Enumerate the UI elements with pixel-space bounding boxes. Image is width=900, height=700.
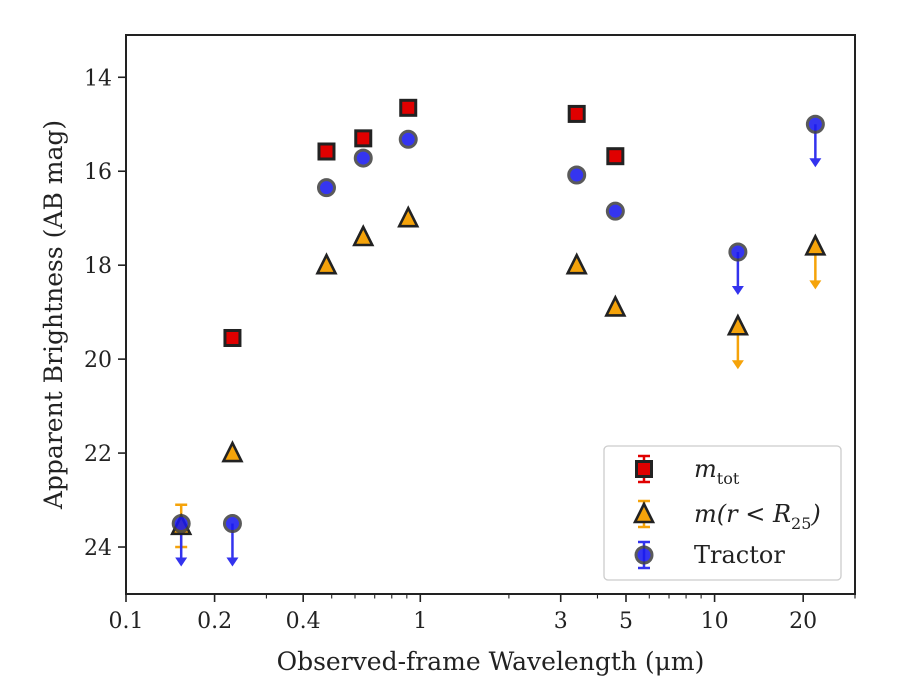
data-point-square	[399, 98, 418, 117]
data-point-circle	[567, 165, 587, 185]
legend-label: m(r < R25)	[694, 500, 821, 533]
data-point-circle	[316, 178, 336, 198]
axes: 0.1 0.2 0.4 1 3 5 10 20 14 16 18 20 22 24	[84, 34, 856, 634]
data-point-circle	[353, 148, 373, 168]
plot-frame	[125, 34, 856, 595]
x-tick-label: 0.1	[109, 609, 144, 634]
legend-label: mtot	[694, 455, 740, 488]
upper-limit-arrowhead	[809, 158, 822, 168]
data-point-triangle	[352, 224, 375, 247]
y-tick-label: 16	[84, 160, 112, 185]
y-tick-label: 24	[84, 536, 112, 561]
legend-marker-circle	[634, 545, 654, 565]
data-point-triangle	[397, 205, 420, 228]
data-point-circle	[398, 129, 418, 149]
data-point-triangle	[804, 233, 827, 256]
data-marks	[170, 98, 827, 567]
legend-box	[603, 445, 842, 581]
upper-limit-arrowhead	[731, 360, 744, 370]
data-point-triangle	[726, 313, 749, 336]
data-point-circle	[605, 201, 625, 221]
x-tick-label: 20	[789, 609, 817, 634]
data-point-square	[354, 129, 373, 148]
legend-marker-square	[635, 460, 653, 478]
y-tick-label: 20	[84, 348, 112, 373]
y-tick-label: 22	[84, 442, 112, 467]
data-point-circle	[171, 514, 191, 534]
x-tick-label: 5	[619, 609, 633, 634]
x-tick-label: 0.2	[197, 609, 232, 634]
legend-label: Tractor	[694, 541, 785, 569]
data-point-square	[223, 328, 242, 347]
y-tick-label: 18	[84, 254, 112, 279]
data-point-circle	[728, 242, 748, 262]
upper-limit-arrowhead	[809, 280, 822, 290]
data-point-triangle	[565, 252, 588, 275]
data-point-square	[606, 147, 625, 166]
data-point-circle	[805, 114, 825, 134]
y-axis-label: Apparent Brightness (AB mag)	[39, 120, 68, 510]
x-tick-label: 10	[701, 609, 729, 634]
upper-limit-arrowhead	[731, 286, 744, 296]
x-tick-label: 0.4	[286, 609, 321, 634]
x-axis-label: Observed-frame Wavelength (μm)	[277, 647, 705, 676]
data-point-triangle	[315, 252, 338, 275]
upper-limit-arrowhead	[175, 557, 188, 567]
legend: mtot m(r < R25) Tractor	[603, 445, 842, 581]
legend-marker-triangle	[632, 501, 656, 524]
data-point-square	[317, 142, 336, 161]
data-point-square	[567, 104, 586, 123]
data-point-triangle	[604, 294, 627, 317]
upper-limit-arrowhead	[226, 557, 239, 567]
x-tick-label: 3	[554, 609, 568, 634]
x-tick-label: 1	[413, 609, 427, 634]
y-tick-label: 14	[84, 66, 112, 91]
data-point-circle	[222, 514, 242, 534]
data-point-triangle	[221, 440, 244, 463]
